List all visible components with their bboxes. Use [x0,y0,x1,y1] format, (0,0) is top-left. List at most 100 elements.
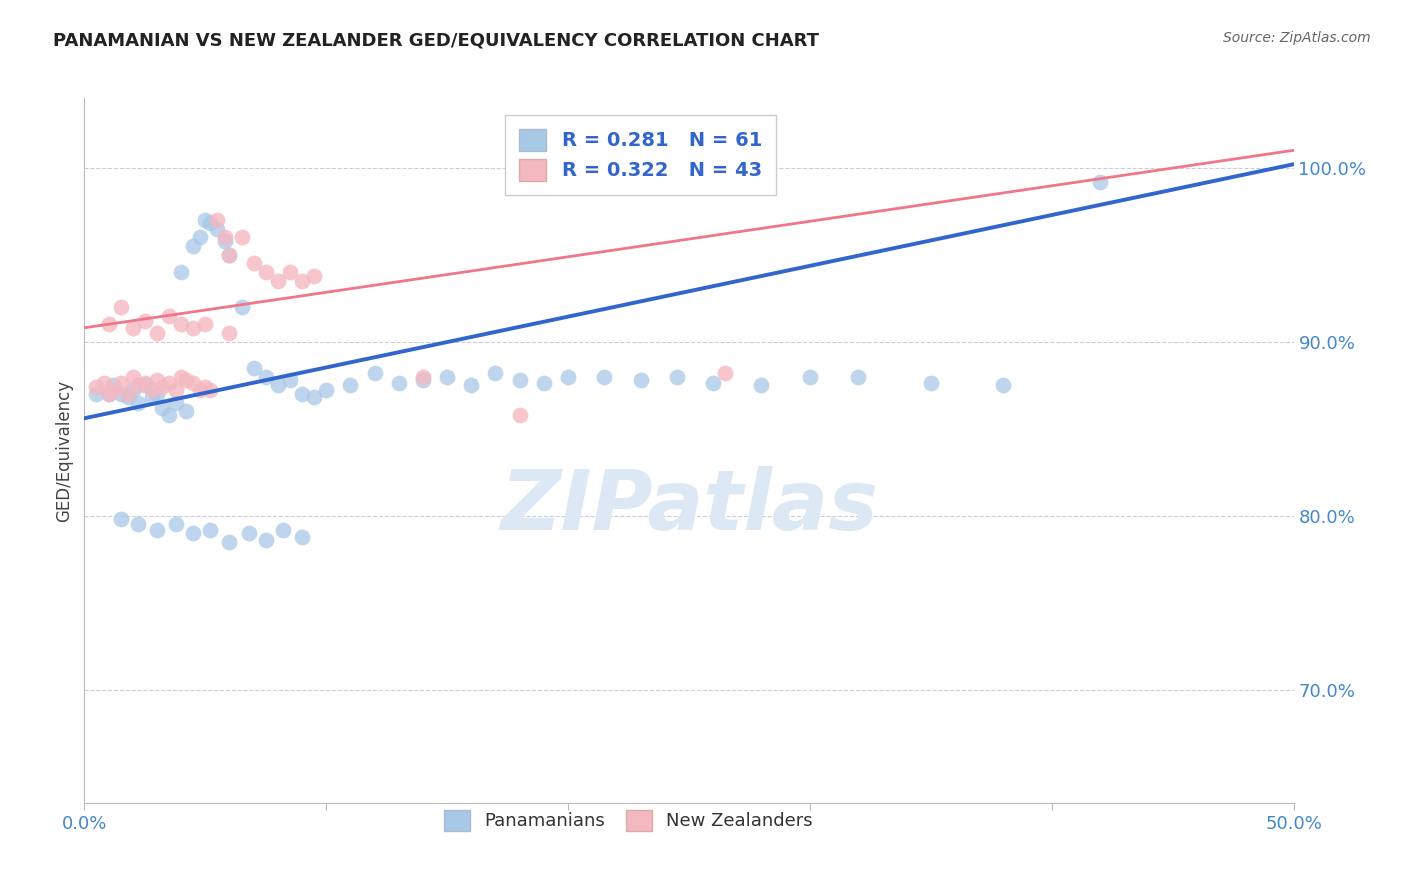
Point [242,360,264,375]
Point [231,230,253,244]
Point [291,387,314,401]
Point [181,376,204,391]
Point [157,309,180,323]
Point [190,384,212,398]
Point [165,384,187,398]
Point [165,395,187,409]
Point [593,369,616,384]
Point [117,391,139,405]
Point [1088,175,1111,189]
Point [388,376,411,391]
Point [291,274,314,288]
Point [799,369,821,384]
Point [557,369,579,384]
Point [460,378,482,392]
Point [97,318,120,332]
Point [97,387,120,401]
Point [254,369,277,384]
Point [198,216,221,230]
Point [238,526,260,541]
Point [702,376,724,391]
Point [150,380,173,394]
Point [339,378,361,392]
Point [190,230,212,244]
Point [86,380,108,394]
Point [198,523,221,537]
Point [267,378,290,392]
Point [198,384,221,398]
Point [194,318,217,332]
Text: Source: ZipAtlas.com: Source: ZipAtlas.com [1223,31,1371,45]
Point [103,378,125,392]
Point [242,256,264,270]
Point [278,373,301,387]
Point [127,378,149,392]
Legend: Panamanians, New Zealanders: Panamanians, New Zealanders [436,801,821,839]
Point [714,366,737,380]
Point [110,387,132,401]
Point [291,530,314,544]
Point [920,376,942,391]
Point [278,265,301,279]
Text: PANAMANIAN VS NEW ZEALANDER GED/EQUIVALENCY CORRELATION CHART: PANAMANIAN VS NEW ZEALANDER GED/EQUIVALE… [53,31,820,49]
Point [846,369,869,384]
Point [174,404,197,418]
Y-axis label: GED/Equivalency: GED/Equivalency [55,379,73,522]
Point [103,384,125,398]
Point [110,512,132,526]
Point [146,373,169,387]
Point [218,534,240,549]
Point [181,526,204,541]
Point [214,234,236,248]
Point [412,369,434,384]
Point [509,373,531,387]
Point [110,376,132,391]
Point [121,384,143,398]
Point [97,387,120,401]
Point [302,268,325,283]
Point [412,373,434,387]
Point [121,320,143,334]
Point [267,274,290,288]
Point [141,384,163,398]
Point [134,376,156,391]
Point [533,376,555,391]
Point [207,213,229,227]
Point [315,384,337,398]
Point [150,401,173,415]
Point [630,373,652,387]
Point [207,221,229,235]
Point [127,517,149,532]
Point [93,376,115,391]
Point [231,300,253,314]
Point [254,265,277,279]
Point [121,369,143,384]
Point [165,517,187,532]
Point [214,230,236,244]
Point [751,378,773,392]
Point [509,408,531,422]
Point [170,369,193,384]
Point [218,326,240,340]
Point [194,213,217,227]
Point [170,265,193,279]
Point [117,387,139,401]
Point [436,369,458,384]
Point [302,391,325,405]
Text: ZIPatlas: ZIPatlas [501,467,877,548]
Point [127,395,149,409]
Point [86,387,108,401]
Point [146,523,169,537]
Point [218,248,240,262]
Point [271,523,294,537]
Point [181,239,204,253]
Point [134,314,156,328]
Point [218,248,240,262]
Point [141,391,163,405]
Point [110,300,132,314]
Point [157,408,180,422]
Point [146,387,169,401]
Point [194,380,217,394]
Point [174,373,197,387]
Point [170,318,193,332]
